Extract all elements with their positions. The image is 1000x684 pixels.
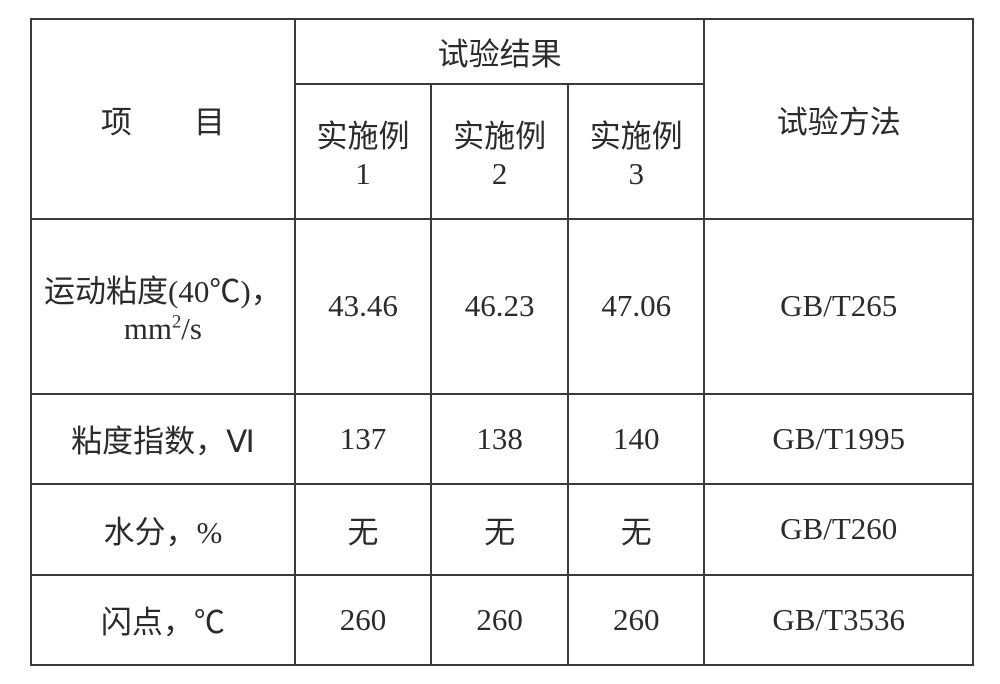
header-row-1: 项 目 试验结果 试验方法 [31, 19, 973, 84]
data-table: 项 目 试验结果 试验方法 实施例 1 实施例 2 实施例 3 运动粘度(40℃… [30, 18, 974, 666]
table-row: 水分，% 无 无 无 GB/T260 [31, 484, 973, 574]
cell-item: 闪点，℃ [31, 575, 295, 665]
subheader-num: 3 [628, 156, 644, 191]
table-container: 项 目 试验结果 试验方法 实施例 1 实施例 2 实施例 3 运动粘度(40℃… [0, 0, 1000, 684]
cell-val: 无 [431, 484, 568, 574]
subheader-label: 实施例 [317, 119, 410, 154]
col-header-method: 试验方法 [704, 19, 973, 219]
cell-val: 260 [568, 575, 705, 665]
subheader-label: 实施例 [590, 119, 683, 154]
cell-val: 47.06 [568, 219, 705, 393]
cell-method: GB/T265 [704, 219, 973, 393]
cell-item: 粘度指数，Ⅵ [31, 394, 295, 484]
cell-val: 140 [568, 394, 705, 484]
col-subheader-ex1: 实施例 1 [295, 84, 432, 220]
col-header-item: 项 目 [31, 19, 295, 219]
cell-val: 137 [295, 394, 432, 484]
item-line2: mm2/s [124, 311, 202, 346]
subheader-label: 实施例 [453, 119, 546, 154]
cell-val: 138 [431, 394, 568, 484]
item-line1: 运动粘度(40℃)， [44, 274, 282, 309]
cell-val: 无 [568, 484, 705, 574]
col-subheader-ex3: 实施例 3 [568, 84, 705, 220]
cell-item: 水分，% [31, 484, 295, 574]
col-header-results-group: 试验结果 [295, 19, 705, 84]
cell-method: GB/T1995 [704, 394, 973, 484]
subheader-num: 1 [355, 156, 371, 191]
subheader-num: 2 [492, 156, 508, 191]
table-row: 粘度指数，Ⅵ 137 138 140 GB/T1995 [31, 394, 973, 484]
cell-method: GB/T260 [704, 484, 973, 574]
cell-val: 46.23 [431, 219, 568, 393]
cell-val: 无 [295, 484, 432, 574]
cell-item: 运动粘度(40℃)， mm2/s [31, 219, 295, 393]
cell-val: 260 [295, 575, 432, 665]
table-row: 闪点，℃ 260 260 260 GB/T3536 [31, 575, 973, 665]
cell-val: 260 [431, 575, 568, 665]
col-subheader-ex2: 实施例 2 [431, 84, 568, 220]
table-row: 运动粘度(40℃)， mm2/s 43.46 46.23 47.06 GB/T2… [31, 219, 973, 393]
cell-val: 43.46 [295, 219, 432, 393]
cell-method: GB/T3536 [704, 575, 973, 665]
